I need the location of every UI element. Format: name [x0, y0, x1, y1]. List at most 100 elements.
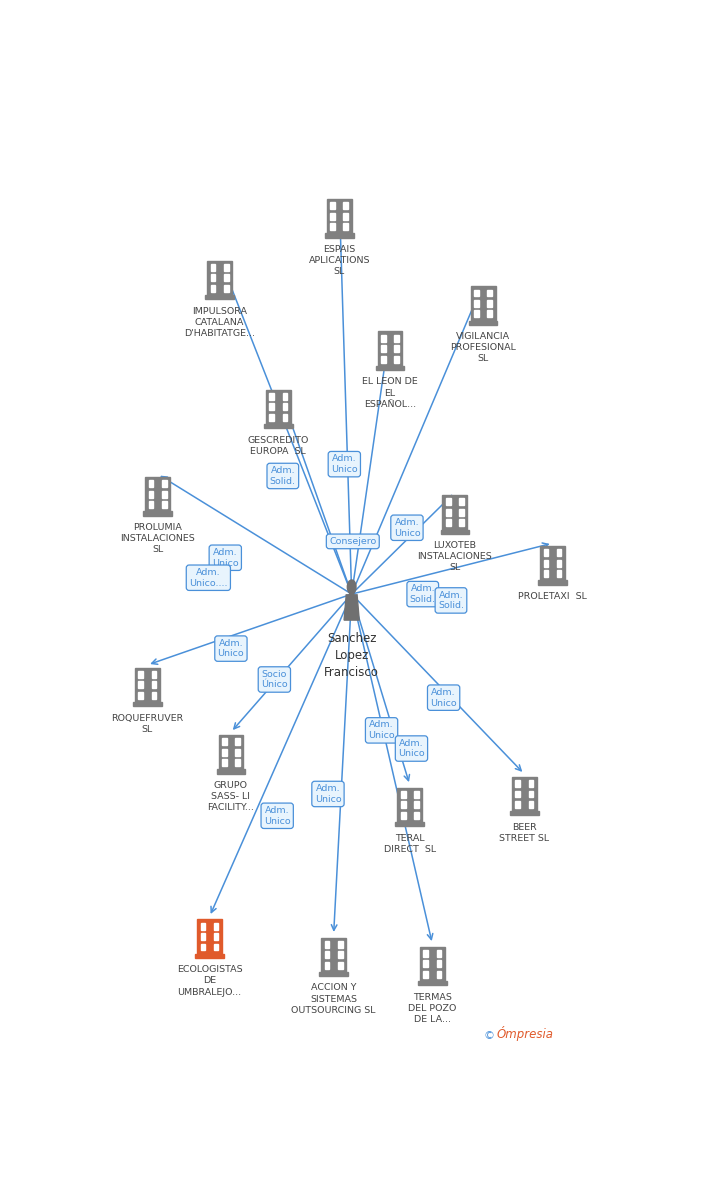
FancyBboxPatch shape [222, 759, 226, 766]
FancyBboxPatch shape [538, 581, 567, 584]
FancyBboxPatch shape [381, 335, 386, 342]
FancyBboxPatch shape [223, 284, 229, 291]
FancyBboxPatch shape [540, 546, 565, 581]
Text: BEER
STREET SL: BEER STREET SL [499, 822, 550, 843]
FancyBboxPatch shape [151, 682, 157, 688]
FancyBboxPatch shape [487, 289, 492, 296]
FancyBboxPatch shape [210, 284, 215, 291]
FancyBboxPatch shape [269, 393, 274, 400]
Text: Adm.
Unico: Adm. Unico [398, 739, 424, 759]
FancyBboxPatch shape [557, 550, 561, 556]
FancyBboxPatch shape [344, 202, 348, 209]
Text: ©: © [483, 1031, 494, 1041]
FancyBboxPatch shape [395, 346, 399, 352]
FancyBboxPatch shape [414, 801, 419, 808]
FancyBboxPatch shape [331, 212, 335, 219]
FancyBboxPatch shape [200, 933, 205, 940]
Text: TERMAS
DEL POZO
DE LA...: TERMAS DEL POZO DE LA... [408, 992, 456, 1024]
FancyBboxPatch shape [138, 691, 143, 699]
Text: Adm.
Unico: Adm. Unico [368, 721, 395, 740]
FancyBboxPatch shape [446, 498, 451, 505]
FancyBboxPatch shape [469, 321, 497, 325]
Text: LUXOTEB
INSTALACIONES
SL: LUXOTEB INSTALACIONES SL [418, 540, 492, 572]
FancyBboxPatch shape [344, 212, 348, 219]
FancyBboxPatch shape [487, 310, 492, 317]
FancyBboxPatch shape [138, 671, 143, 678]
FancyBboxPatch shape [235, 759, 240, 766]
FancyBboxPatch shape [151, 671, 157, 678]
FancyBboxPatch shape [223, 275, 229, 281]
FancyBboxPatch shape [235, 739, 240, 746]
FancyBboxPatch shape [414, 791, 419, 798]
FancyBboxPatch shape [210, 275, 215, 281]
FancyBboxPatch shape [381, 346, 386, 352]
FancyBboxPatch shape [282, 393, 288, 400]
FancyBboxPatch shape [207, 261, 232, 295]
Text: Consejero: Consejero [329, 537, 376, 546]
FancyBboxPatch shape [200, 944, 205, 950]
FancyBboxPatch shape [446, 519, 451, 526]
FancyBboxPatch shape [418, 981, 446, 985]
Circle shape [347, 581, 356, 594]
FancyBboxPatch shape [151, 691, 157, 699]
FancyBboxPatch shape [218, 735, 243, 769]
FancyBboxPatch shape [162, 502, 167, 507]
FancyBboxPatch shape [401, 812, 405, 819]
FancyBboxPatch shape [437, 961, 441, 968]
FancyBboxPatch shape [138, 682, 143, 688]
FancyBboxPatch shape [544, 570, 548, 577]
FancyBboxPatch shape [214, 944, 218, 950]
FancyBboxPatch shape [557, 570, 561, 577]
FancyBboxPatch shape [325, 962, 329, 969]
FancyBboxPatch shape [135, 668, 160, 702]
FancyBboxPatch shape [529, 780, 533, 787]
FancyBboxPatch shape [474, 300, 479, 307]
FancyBboxPatch shape [338, 951, 343, 958]
FancyBboxPatch shape [223, 264, 229, 271]
FancyBboxPatch shape [149, 480, 154, 487]
FancyBboxPatch shape [266, 389, 290, 424]
FancyBboxPatch shape [440, 530, 469, 533]
Text: ROQUEFRUVER
SL: ROQUEFRUVER SL [111, 714, 183, 734]
FancyBboxPatch shape [510, 811, 539, 815]
Text: IMPULSORA
CATALANA
D'HABITATGE...: IMPULSORA CATALANA D'HABITATGE... [184, 307, 255, 337]
FancyBboxPatch shape [338, 940, 343, 948]
FancyBboxPatch shape [395, 335, 399, 342]
FancyBboxPatch shape [401, 791, 405, 798]
FancyBboxPatch shape [414, 812, 419, 819]
FancyBboxPatch shape [515, 791, 520, 798]
Text: Adm.
Unico: Adm. Unico [331, 454, 357, 474]
FancyBboxPatch shape [420, 946, 445, 981]
Text: TERAL
DIRECT  SL: TERAL DIRECT SL [384, 833, 436, 853]
FancyBboxPatch shape [487, 300, 492, 307]
FancyBboxPatch shape [325, 234, 354, 237]
FancyBboxPatch shape [214, 933, 218, 940]
FancyBboxPatch shape [344, 223, 348, 230]
Text: Adm.
Unico: Adm. Unico [314, 784, 341, 804]
Text: Socio
Único: Socio Único [261, 669, 288, 689]
FancyBboxPatch shape [437, 950, 441, 957]
FancyBboxPatch shape [133, 702, 162, 707]
FancyBboxPatch shape [474, 289, 479, 296]
FancyBboxPatch shape [331, 202, 335, 209]
FancyBboxPatch shape [269, 414, 274, 421]
Text: Adm.
Unico: Adm. Unico [394, 518, 420, 538]
Text: Adm.
Solid.: Adm. Solid. [438, 590, 464, 610]
FancyBboxPatch shape [437, 971, 441, 978]
FancyBboxPatch shape [321, 938, 346, 972]
FancyBboxPatch shape [544, 550, 548, 556]
FancyBboxPatch shape [205, 295, 234, 300]
FancyBboxPatch shape [331, 223, 335, 230]
Text: ESPAIS
APLICATIONS
SL: ESPAIS APLICATIONS SL [309, 244, 370, 276]
FancyBboxPatch shape [376, 366, 404, 371]
FancyBboxPatch shape [529, 791, 533, 798]
FancyBboxPatch shape [424, 971, 428, 978]
FancyBboxPatch shape [325, 940, 329, 948]
FancyBboxPatch shape [162, 480, 167, 487]
FancyBboxPatch shape [395, 822, 424, 826]
Polygon shape [344, 595, 359, 621]
Text: PROLETAXI  SL: PROLETAXI SL [518, 592, 587, 601]
FancyBboxPatch shape [197, 919, 222, 953]
Text: Adm.
Unico....: Adm. Unico.... [189, 568, 228, 588]
FancyBboxPatch shape [474, 310, 479, 317]
